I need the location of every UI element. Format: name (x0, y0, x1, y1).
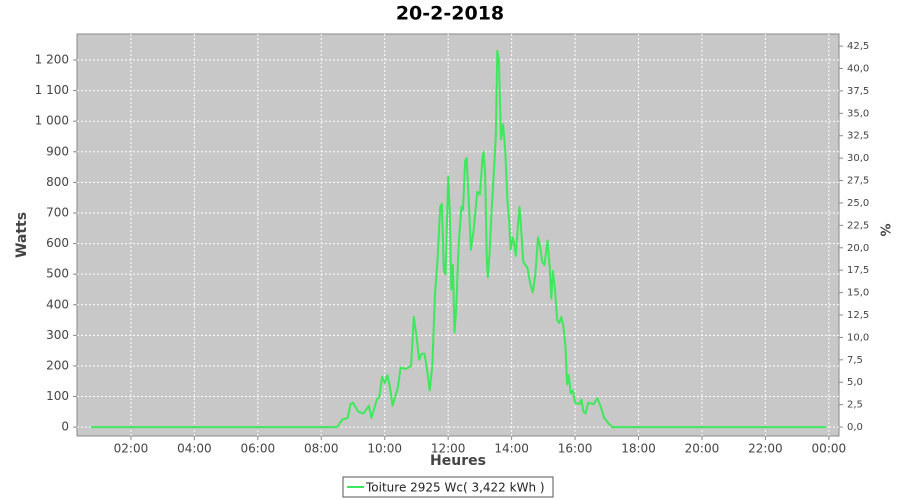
x-axis-title: Heures (430, 453, 486, 469)
y2-tick-label: 27,5 (847, 176, 869, 187)
y-tick-label: 0 (61, 420, 69, 434)
x-tick-label: 00:00 (812, 442, 847, 456)
y2-tick-label: 20,0 (847, 243, 869, 254)
x-tick-label: 08:00 (304, 442, 339, 456)
x-tick-label: 14:00 (494, 442, 529, 456)
x-tick-label: 16:00 (558, 442, 593, 456)
y2-tick-label: 37,5 (847, 86, 869, 97)
y2-tick-label: 5,0 (847, 377, 863, 388)
y-tick-label: 1 100 (35, 83, 69, 97)
x-tick-label: 02:00 (114, 442, 149, 456)
y2-tick-label: 22,5 (847, 220, 869, 231)
y-tick-label: 800 (46, 175, 69, 189)
y2-axis-title: % (877, 223, 892, 236)
y-tick-label: 500 (46, 267, 69, 281)
legend-label: Toiture 2925 Wc( 3,422 kWh ) (365, 481, 545, 495)
legend: Toiture 2925 Wc( 3,422 kWh ) (342, 476, 554, 498)
y-tick-label: 400 (46, 297, 69, 311)
x-tick-label: 12:00 (431, 442, 466, 456)
x-tick-label: 04:00 (177, 442, 212, 456)
y2-tick-label: 32,5 (847, 131, 869, 142)
series-line (91, 49, 827, 429)
x-tick-label: 20:00 (685, 442, 720, 456)
y2-tick-label: 12,5 (847, 310, 869, 321)
legend-box (342, 476, 554, 498)
y-tick-label: 900 (46, 144, 69, 158)
y-tick-label: 600 (46, 236, 69, 250)
x-tick-label: 06:00 (241, 442, 276, 456)
y2-tick-label: 25,0 (847, 198, 869, 209)
y-tick-label: 100 (46, 389, 69, 403)
y-tick-label: 1 000 (35, 114, 69, 128)
x-tick-label: 10:00 (367, 442, 402, 456)
y2-tick-label: 35,0 (847, 108, 869, 119)
plot-area (76, 33, 840, 437)
y2-tick-label: 7,5 (847, 355, 863, 366)
x-tick-label: 18:00 (621, 442, 656, 456)
chart-title: 20-2-2018 (396, 3, 504, 25)
y2-tick-label: 15,0 (847, 288, 869, 299)
x-tick-label: 22:00 (748, 442, 783, 456)
y-tick-label: 300 (46, 328, 69, 342)
y2-tick-label: 30,0 (847, 153, 869, 164)
y2-tick-label: 10,0 (847, 332, 869, 343)
y2-tick-label: 17,5 (847, 265, 869, 276)
y-tick-label: 1 200 (35, 53, 69, 67)
y-tick-label: 200 (46, 358, 69, 372)
y-axis-title: Watts (14, 212, 30, 258)
y2-tick-label: 0,0 (847, 422, 863, 433)
y2-tick-label: 40,0 (847, 64, 869, 75)
y-tick-label: 700 (46, 205, 69, 219)
y2-tick-label: 2,5 (847, 400, 863, 411)
y2-tick-label: 42,5 (847, 41, 869, 52)
